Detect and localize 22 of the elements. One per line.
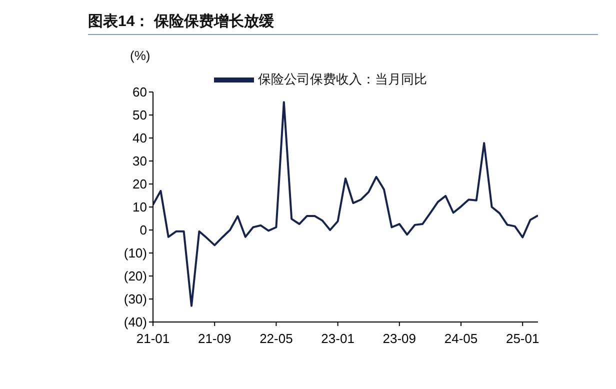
line-series <box>153 101 538 307</box>
y-tick-label: 20 <box>132 176 147 192</box>
y-tick-label: 60 <box>132 84 147 100</box>
y-tick-label: 30 <box>132 154 147 169</box>
y-tick-label: (20) <box>124 268 147 284</box>
x-tick-label: 22-05 <box>260 331 293 346</box>
y-tick-label: (30) <box>124 292 147 307</box>
y-tick-label: 10 <box>132 200 147 215</box>
y-axis-title: (%) <box>130 48 150 63</box>
legend-label: 保险公司保费收入：当月同比 <box>258 72 427 88</box>
chart-title: 图表14： 保险保费增长放缓 <box>88 12 598 35</box>
x-tick-label: 23-01 <box>321 331 354 346</box>
x-tick-label: 23-09 <box>382 331 416 346</box>
y-tick-label: 0 <box>140 222 147 238</box>
x-tick-label: 24-05 <box>444 331 478 346</box>
y-tick-label: (10) <box>124 246 147 261</box>
y-tick-label: (40) <box>124 314 147 330</box>
x-tick-label: 21-01 <box>136 331 170 346</box>
y-tick-label: 40 <box>132 130 147 146</box>
y-tick-label: 50 <box>132 108 147 123</box>
x-tick-label: 25-01 <box>506 331 540 346</box>
x-tick-label: 21-09 <box>198 331 232 346</box>
